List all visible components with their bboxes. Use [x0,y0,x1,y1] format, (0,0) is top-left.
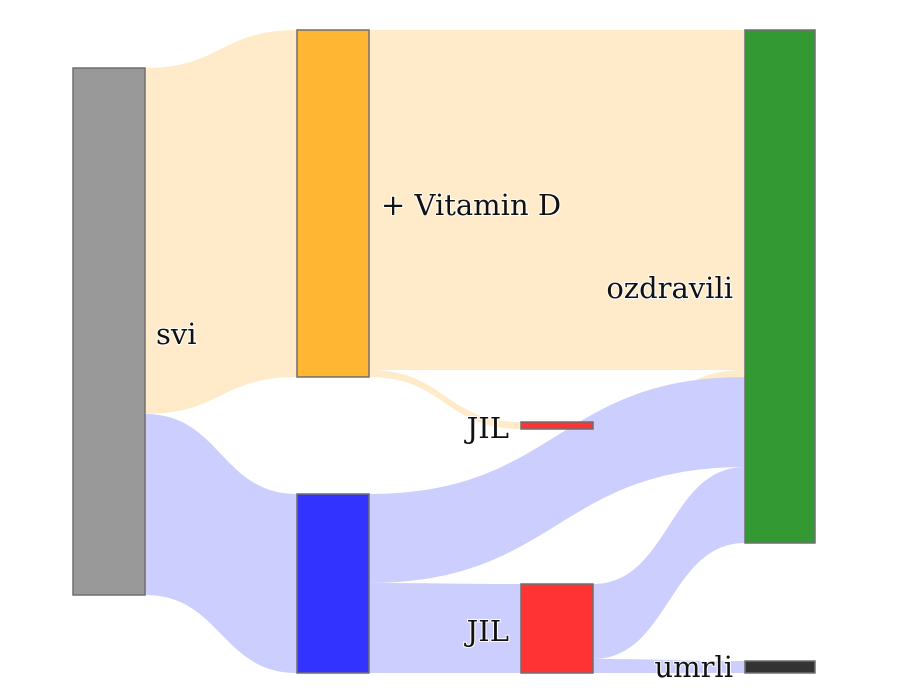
link-svi-to-vitamin-d [145,30,297,414]
link-control-to-ozdravili [369,377,745,583]
label-jil-vitamin: JIL [464,411,509,445]
node-jil-vitamin [520,421,594,430]
link-jil-control-to-umrli [593,659,745,673]
link-vitamin-d-to-jil [369,370,521,429]
link-vitamin-d-to-ozdravili [369,30,745,370]
nodes-layer [72,29,816,674]
label-vitamin-d: + Vitamin D [381,188,561,222]
link-svi-to-control [145,414,297,673]
node-umrli [744,660,816,674]
node-control [296,493,370,674]
links-layer [145,30,745,673]
label-umrli: umrli [654,650,733,684]
link-jil-control-to-ozdravili [593,467,745,659]
labels-layer: svi + Vitamin D ozdravili JIL JIL umrli [155,187,734,685]
node-vitamin-d [296,29,370,378]
node-svi [72,67,146,596]
label-svi: svi [156,317,197,351]
node-ozdravili [744,29,816,544]
link-control-to-jil [369,583,521,673]
node-jil-control [520,583,594,674]
label-jil-control: JIL [464,614,509,648]
label-ozdravili: ozdravili [606,271,733,305]
